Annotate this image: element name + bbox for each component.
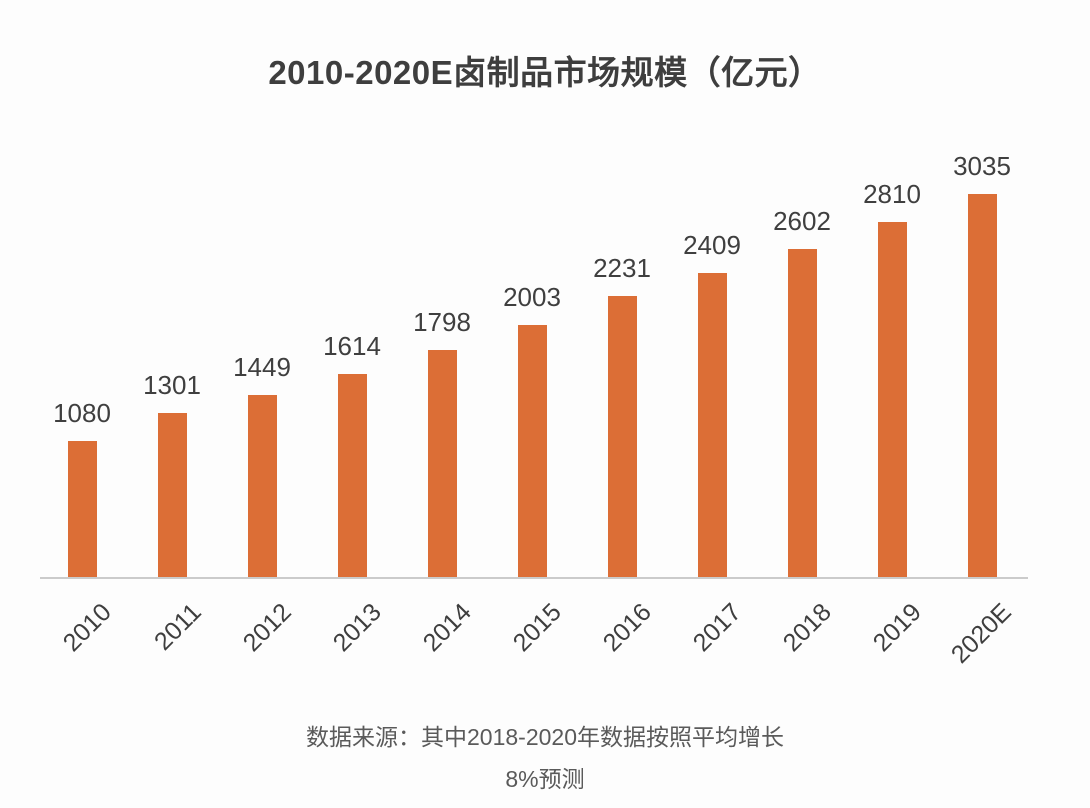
- bar-2010: [67, 441, 97, 578]
- bar-2016: [607, 296, 637, 578]
- x-tick-2011: 2011: [148, 598, 207, 656]
- value-label-2019: 2810: [863, 179, 921, 209]
- x-tick-2013: 2013: [327, 598, 387, 658]
- bar-2018: [787, 249, 817, 578]
- x-tick-2012: 2012: [237, 598, 297, 658]
- bar-2014: [427, 350, 457, 578]
- footer-line-2: 8%预测: [505, 766, 585, 792]
- value-label-2011: 1301: [143, 370, 201, 400]
- x-tick-2016: 2016: [597, 598, 657, 658]
- bar-2019: [877, 222, 907, 578]
- value-label-2016: 2231: [593, 253, 651, 283]
- x-axis-line: [40, 577, 1028, 579]
- value-label-2010: 1080: [53, 398, 111, 428]
- footer-line-1: 数据来源：其中2018-2020年数据按照平均增长: [306, 724, 784, 750]
- x-tick-2014: 2014: [417, 598, 477, 658]
- bar-2017: [697, 273, 727, 578]
- chart-title: 2010-2020E卤制品市场规模（亿元）: [268, 54, 822, 91]
- bar-2015: [517, 325, 547, 578]
- x-tick-2020E: 2020E: [945, 598, 1017, 669]
- value-label-2018: 2602: [773, 206, 831, 236]
- value-label-2015: 2003: [503, 282, 561, 312]
- bar-2013: [337, 374, 367, 578]
- value-label-2012: 1449: [233, 352, 291, 382]
- x-tick-2018: 2018: [777, 598, 837, 658]
- value-label-2014: 1798: [413, 307, 471, 337]
- bar-2012: [247, 395, 277, 578]
- value-label-2020E: 3035: [953, 151, 1011, 181]
- bar-plot: 1080 1301 1449 1614 1798 2003 2231 2409 2602 2810…: [0, 150, 1090, 578]
- x-tick-2010: 2010: [57, 598, 117, 658]
- x-tick-2017: 2017: [687, 598, 747, 658]
- value-label-2017: 2409: [683, 230, 741, 260]
- bar-2020E: [967, 194, 997, 578]
- value-label-2013: 1614: [323, 331, 381, 361]
- x-axis-ticks: 2010 2011 2012 2013 2014 2015 2016 2017 2018 2019…: [0, 578, 1090, 708]
- x-tick-2019: 2019: [867, 598, 927, 658]
- x-tick-2015: 2015: [507, 598, 567, 658]
- bar-2011: [157, 413, 187, 578]
- footer-source-note: 数据来源：其中2018-2020年数据按照平均增长 8%预测: [0, 716, 1090, 800]
